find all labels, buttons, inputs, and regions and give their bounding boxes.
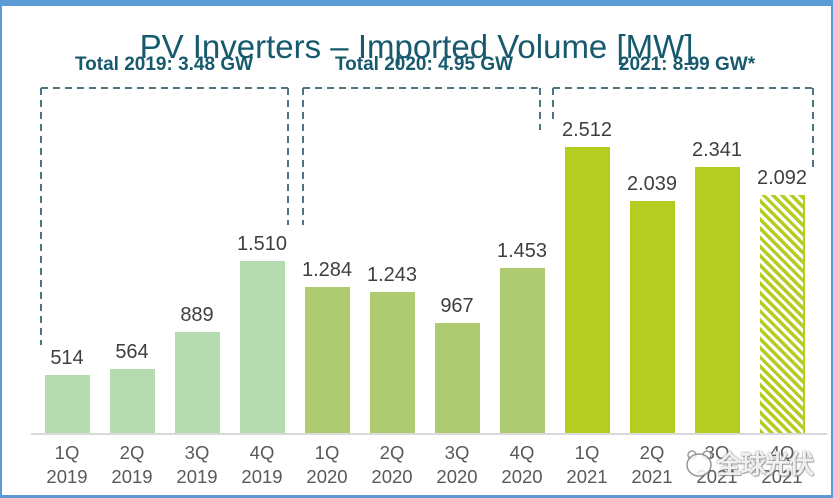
bar-2q-2021 [629,201,675,433]
x-axis-label-2q-2021: 2Q 2021 [631,442,673,487]
watermark-panda-logo-icon [686,450,712,477]
group-total-2019: Total 2019: 3.48 GW [74,54,254,75]
bar-value-label-1q-2019: 514 [50,347,84,369]
bar-4q-2019 [239,261,285,433]
x-axis-label-4q-2020: 4Q 2020 [501,442,543,487]
watermark-label: 全球光伏 [717,451,814,479]
bar-value-label-1q-2020: 1.284 [301,259,353,281]
bar-3q-2021 [694,167,740,433]
bar-value-label-3q-2020: 967 [440,295,474,317]
bar-1q-2021 [564,147,610,433]
bar-value-label-3q-2019: 889 [180,304,214,326]
x-axis-line [31,433,827,435]
group-total-2020: Total 2020: 4.95 GW [334,54,514,75]
group-total-2021: 2021: 8.99 GW* [618,54,756,75]
x-axis-label-4q-2019: 4Q 2019 [241,442,283,487]
x-axis-label-2q-2020: 2Q 2020 [371,442,413,487]
x-axis-label-1q-2019: 1Q 2019 [46,442,88,487]
bar-1q-2019 [44,375,90,433]
bar-value-label-3q-2021: 2.341 [691,139,743,161]
bar-value-label-2q-2019: 564 [115,341,149,363]
bar-2q-2019 [109,369,155,433]
bar-value-label-2q-2020: 1.243 [366,264,418,286]
bar-value-label-4q-2019: 1.510 [236,233,288,255]
bar-2q-2020 [369,292,415,433]
x-axis-label-2q-2019: 2Q 2019 [111,442,153,487]
bar-3q-2020 [434,323,480,433]
dashed-box-2019 [40,87,289,345]
bar-value-label-4q-2021: 2.092 [756,167,808,189]
bar-4q-2020 [499,268,545,433]
dashed-box-2020 [302,87,541,225]
bar-1q-2020 [304,287,350,433]
dashed-box-2021 [552,87,814,170]
watermark: 全球光伏 [683,445,814,481]
chart-title: PV Inverters – Imported Volume [MW] [139,28,694,66]
x-axis-label-4q-2021: 4Q 2021 [761,442,803,487]
bar-value-label-1q-2021: 2.512 [561,119,613,141]
x-axis-label-1q-2020: 1Q 2020 [306,442,348,487]
bar-3q-2019 [174,332,220,433]
bar-4q-2021 [759,195,805,433]
bar-value-label-2q-2021: 2.039 [626,173,678,195]
x-axis-label-1q-2021: 1Q 2021 [566,442,608,487]
bar-value-label-4q-2020: 1.453 [496,240,548,262]
x-axis-label-3q-2020: 3Q 2020 [436,442,478,487]
x-axis-label-3q-2019: 3Q 2019 [176,442,218,487]
